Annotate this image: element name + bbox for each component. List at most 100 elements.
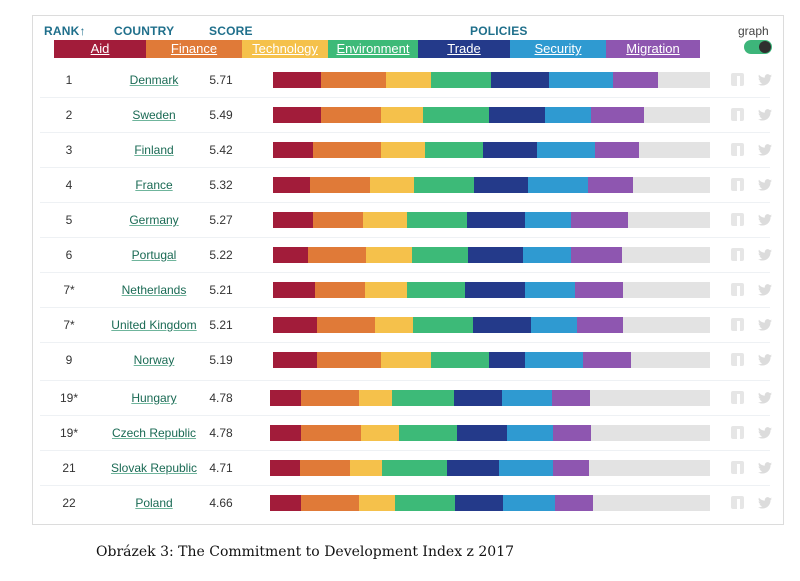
bar-segment-security[interactable] (525, 212, 571, 228)
facebook-share-icon[interactable] (731, 73, 744, 86)
facebook-share-icon[interactable] (731, 461, 744, 474)
policy-bar-poland[interactable] (270, 495, 710, 511)
bar-segment-finance[interactable] (301, 495, 359, 511)
twitter-share-icon[interactable] (758, 319, 772, 331)
twitter-share-icon[interactable] (758, 144, 772, 156)
facebook-share-icon[interactable] (731, 283, 744, 296)
twitter-share-icon[interactable] (758, 179, 772, 191)
bar-segment-environment[interactable] (407, 282, 465, 298)
bar-segment-migration[interactable] (571, 247, 622, 263)
bar-segment-migration[interactable] (588, 177, 633, 193)
bar-segment-aid[interactable] (273, 212, 313, 228)
facebook-share-icon[interactable] (731, 248, 744, 261)
bar-segment-finance[interactable] (321, 72, 386, 88)
country-link[interactable]: United Kingdom (111, 318, 197, 332)
bar-segment-aid[interactable] (273, 177, 310, 193)
bar-segment-finance[interactable] (301, 390, 359, 406)
legend-security[interactable]: Security (510, 40, 606, 58)
bar-segment-security[interactable] (523, 247, 571, 263)
twitter-share-icon[interactable] (758, 497, 772, 509)
bar-segment-environment[interactable] (412, 247, 468, 263)
bar-segment-environment[interactable] (399, 425, 457, 441)
twitter-share-icon[interactable] (758, 249, 772, 261)
policy-bar-hungary[interactable] (270, 390, 710, 406)
facebook-share-icon[interactable] (731, 496, 744, 509)
bar-segment-trade[interactable] (474, 177, 528, 193)
bar-segment-trade[interactable] (465, 282, 525, 298)
facebook-share-icon[interactable] (731, 143, 744, 156)
bar-segment-technology[interactable] (350, 460, 382, 476)
facebook-share-icon[interactable] (731, 426, 744, 439)
country-link[interactable]: Finland (134, 143, 174, 157)
bar-segment-trade[interactable] (467, 212, 525, 228)
bar-segment-security[interactable] (525, 352, 583, 368)
bar-segment-technology[interactable] (375, 317, 413, 333)
bar-segment-technology[interactable] (381, 142, 425, 158)
bar-segment-security[interactable] (507, 425, 553, 441)
bar-segment-environment[interactable] (414, 177, 474, 193)
bar-segment-environment[interactable] (431, 72, 491, 88)
bar-segment-security[interactable] (537, 142, 595, 158)
rank-header[interactable]: RANK↑ (44, 24, 86, 38)
bar-segment-security[interactable] (502, 390, 552, 406)
country-link[interactable]: Portugal (131, 248, 177, 262)
bar-segment-trade[interactable] (489, 107, 545, 123)
country-link[interactable]: Sweden (132, 108, 176, 122)
bar-segment-technology[interactable] (363, 212, 407, 228)
bar-segment-technology[interactable] (359, 390, 392, 406)
bar-segment-aid[interactable] (273, 352, 317, 368)
bar-segment-trade[interactable] (447, 460, 499, 476)
facebook-share-icon[interactable] (731, 178, 744, 191)
twitter-share-icon[interactable] (758, 214, 772, 226)
bar-segment-technology[interactable] (381, 107, 423, 123)
country-link[interactable]: Hungary (131, 391, 177, 405)
bar-segment-aid[interactable] (270, 390, 301, 406)
policy-bar-slovak-republic[interactable] (270, 460, 710, 476)
bar-segment-finance[interactable] (313, 142, 381, 158)
legend-environment[interactable]: Environment (328, 40, 418, 58)
bar-segment-environment[interactable] (407, 212, 467, 228)
bar-segment-environment[interactable] (431, 352, 489, 368)
country-link[interactable]: Slovak Republic (110, 461, 198, 475)
bar-segment-migration[interactable] (583, 352, 631, 368)
bar-segment-aid[interactable] (273, 247, 308, 263)
bar-segment-trade[interactable] (491, 72, 549, 88)
country-link[interactable]: Germany (129, 213, 179, 227)
bar-segment-environment[interactable] (395, 495, 455, 511)
country-header[interactable]: COUNTRY (114, 24, 175, 38)
country-link[interactable]: Netherlands (121, 283, 187, 297)
bar-segment-trade[interactable] (473, 317, 531, 333)
bar-segment-trade[interactable] (457, 425, 507, 441)
bar-segment-aid[interactable] (270, 425, 301, 441)
facebook-share-icon[interactable] (731, 391, 744, 404)
bar-segment-aid[interactable] (273, 317, 317, 333)
bar-segment-trade[interactable] (454, 390, 502, 406)
bar-segment-trade[interactable] (489, 352, 525, 368)
bar-segment-technology[interactable] (381, 352, 431, 368)
bar-segment-security[interactable] (503, 495, 555, 511)
bar-segment-finance[interactable] (300, 460, 350, 476)
policy-bar-germany[interactable] (273, 212, 710, 228)
country-link[interactable]: France (135, 178, 173, 192)
bar-segment-security[interactable] (549, 72, 613, 88)
bar-segment-finance[interactable] (317, 352, 381, 368)
policy-bar-finland[interactable] (273, 142, 710, 158)
legend-migration[interactable]: Migration (606, 40, 700, 58)
bar-segment-migration[interactable] (553, 460, 589, 476)
bar-segment-aid[interactable] (273, 282, 315, 298)
bar-segment-security[interactable] (531, 317, 577, 333)
bar-segment-environment[interactable] (392, 390, 454, 406)
bar-segment-security[interactable] (528, 177, 588, 193)
twitter-share-icon[interactable] (758, 427, 772, 439)
bar-segment-environment[interactable] (382, 460, 447, 476)
legend-aid[interactable]: Aid (54, 40, 146, 58)
twitter-share-icon[interactable] (758, 109, 772, 121)
bar-segment-migration[interactable] (553, 425, 591, 441)
bar-segment-technology[interactable] (370, 177, 414, 193)
policy-bar-netherlands[interactable] (273, 282, 710, 298)
bar-segment-aid[interactable] (273, 107, 321, 123)
facebook-share-icon[interactable] (731, 108, 744, 121)
country-link[interactable]: Czech Republic (111, 426, 197, 440)
bar-segment-technology[interactable] (365, 282, 407, 298)
bar-segment-trade[interactable] (468, 247, 523, 263)
